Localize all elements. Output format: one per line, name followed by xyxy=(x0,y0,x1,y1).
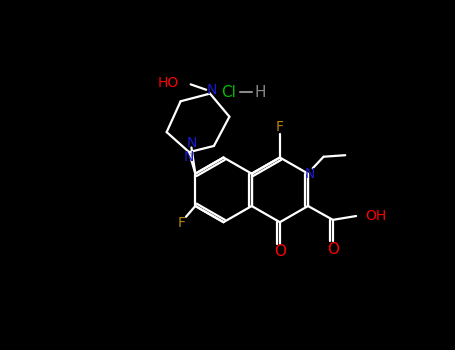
Text: N: N xyxy=(186,136,197,150)
Text: F: F xyxy=(276,120,284,134)
Text: OH: OH xyxy=(365,209,387,223)
Text: HO: HO xyxy=(158,76,179,90)
Text: H: H xyxy=(254,85,266,99)
Text: N: N xyxy=(207,83,217,97)
Text: O: O xyxy=(327,241,339,257)
Text: Cl: Cl xyxy=(222,85,236,99)
Text: N: N xyxy=(304,167,315,181)
Text: N: N xyxy=(183,150,193,164)
Text: O: O xyxy=(274,244,286,259)
Text: F: F xyxy=(177,216,185,230)
